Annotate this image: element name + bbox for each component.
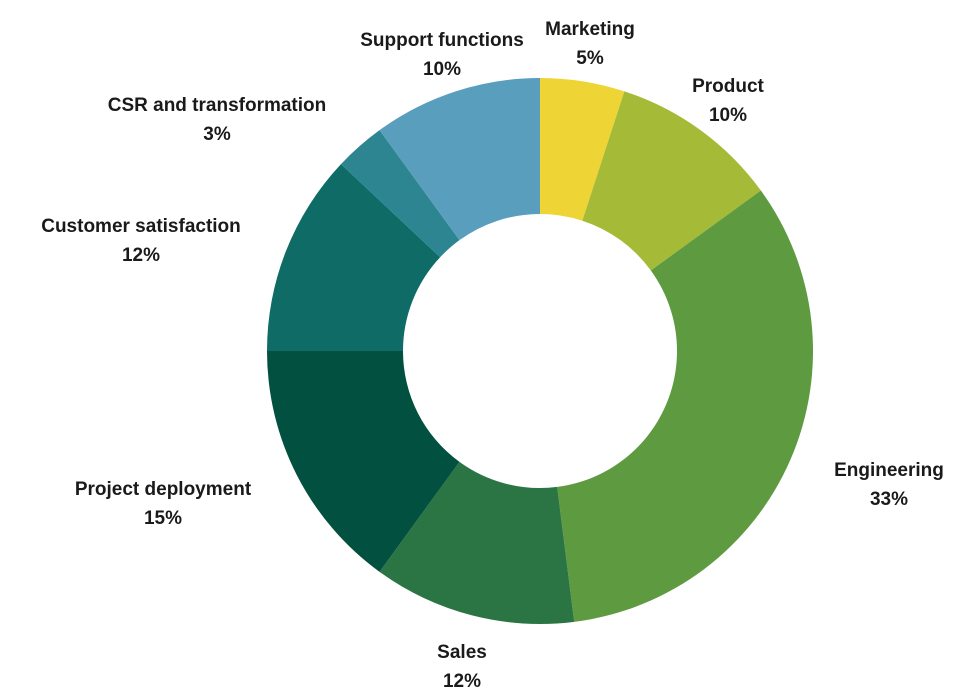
slice-label-project-deployment: Project deployment (75, 479, 252, 500)
labels-group: Marketing 5% Product 10% Engineering 33% Sales… (41, 19, 944, 692)
slice-customer-satisfaction (267, 164, 441, 351)
slice-value-marketing: 5% (576, 48, 604, 69)
slice-label-csr-and-transformation: CSR and transformation (108, 95, 327, 116)
slice-value-csr-and-transformation: 3% (203, 124, 231, 145)
slice-engineering (557, 190, 813, 622)
slice-product (582, 91, 761, 271)
slices-group (267, 78, 813, 624)
slice-value-sales: 12% (443, 671, 481, 692)
slice-marketing (540, 78, 625, 221)
slice-label-marketing: Marketing (545, 19, 635, 40)
slice-sales (379, 461, 575, 624)
slice-csr-and-transformation (340, 130, 460, 258)
slice-value-customer-satisfaction: 12% (122, 245, 160, 266)
slice-label-customer-satisfaction: Customer satisfaction (41, 216, 241, 237)
slice-support-functions (379, 78, 540, 241)
slice-value-project-deployment: 15% (144, 508, 182, 529)
slice-value-product: 10% (709, 105, 747, 126)
slice-label-sales: Sales (437, 642, 487, 663)
slice-label-engineering: Engineering (834, 460, 944, 481)
slice-value-engineering: 33% (870, 489, 908, 510)
slice-label-product: Product (692, 76, 764, 97)
slice-value-support-functions: 10% (423, 59, 461, 80)
slice-label-support-functions: Support functions (360, 30, 524, 51)
slice-project-deployment (267, 351, 460, 572)
